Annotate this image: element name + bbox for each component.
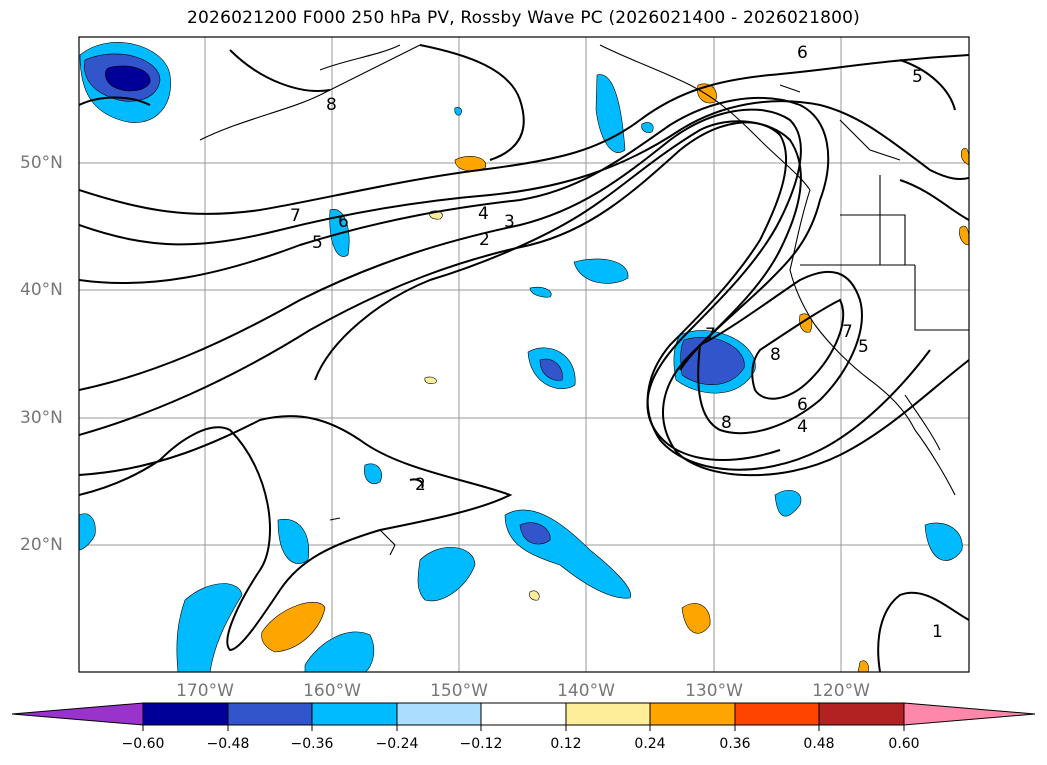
contour-label: 8 bbox=[326, 95, 337, 115]
contour-label: 7 bbox=[290, 206, 301, 226]
lon-label-150w: 150°W bbox=[430, 681, 488, 701]
colorbar-segment bbox=[227, 702, 313, 726]
colorbar-tick-label: −0.12 bbox=[459, 736, 503, 752]
contour-label: 4 bbox=[478, 204, 489, 224]
colorbar-min-extension bbox=[11, 702, 144, 726]
colorbar-tick-label: −0.60 bbox=[121, 736, 165, 752]
colorbar-ticks bbox=[142, 725, 905, 731]
colorbar-tick-label: 0.60 bbox=[888, 736, 920, 752]
colorbar-segment bbox=[734, 702, 820, 726]
contour-label: 5 bbox=[912, 67, 923, 87]
contour-label: 6 bbox=[797, 43, 808, 63]
lon-label-170w: 170°W bbox=[176, 681, 234, 701]
colorbar-segment bbox=[142, 702, 229, 726]
coastlines bbox=[199, 44, 969, 556]
colorbar-tick-label: −0.24 bbox=[375, 736, 419, 752]
colorbar-max-extension bbox=[903, 702, 1036, 726]
contour-label: 7 bbox=[705, 325, 716, 345]
map-frame bbox=[78, 36, 970, 673]
contour-label: 2 bbox=[479, 230, 490, 250]
contour-label: 5 bbox=[858, 337, 869, 357]
contour-label: 8 bbox=[770, 345, 781, 365]
lon-label-130w: 130°W bbox=[685, 681, 743, 701]
colorbar-segment bbox=[565, 702, 651, 726]
contour-label: 6 bbox=[797, 395, 808, 415]
contour-label: 3 bbox=[504, 212, 515, 232]
colorbar-tick-label: −0.36 bbox=[290, 736, 334, 752]
contour-label: 8 bbox=[721, 413, 732, 433]
colorbar-tick-label: 0.36 bbox=[719, 736, 751, 752]
colorbar-tick-label: 0.48 bbox=[803, 736, 835, 752]
colorbar-segment bbox=[311, 702, 398, 726]
lat-label-20n: 20°N bbox=[20, 535, 63, 555]
colorbar-tick-label: −0.48 bbox=[206, 736, 250, 752]
contour-label-group: 6 5 8 7 6 5 4 3 2 8 7 5 6 4 8 2 1 7 bbox=[290, 43, 943, 642]
colorbar-tick-label: 0.24 bbox=[634, 736, 666, 752]
map-title: 2026021200 F000 250 hPa PV, Rossby Wave … bbox=[187, 8, 860, 28]
colorbar-segment bbox=[480, 702, 567, 726]
colorbar-segment bbox=[396, 702, 482, 726]
contour-label: 6 bbox=[338, 212, 349, 232]
lat-label-50n: 50°N bbox=[20, 153, 63, 173]
lat-label-40n: 40°N bbox=[20, 280, 63, 300]
colorbar-tick-label: 0.12 bbox=[550, 736, 582, 752]
negative-anomaly-shading bbox=[79, 42, 963, 672]
colorbar bbox=[11, 702, 1036, 731]
grid-lines bbox=[79, 37, 969, 672]
lon-label-160w: 160°W bbox=[303, 681, 361, 701]
contour-label: 7 bbox=[842, 322, 853, 342]
contour-label: 2 bbox=[415, 475, 426, 495]
contour-label: 5 bbox=[312, 233, 323, 253]
lat-label-30n: 30°N bbox=[20, 408, 63, 428]
pv-contours bbox=[79, 44, 969, 672]
lon-label-140w: 140°W bbox=[557, 681, 615, 701]
lon-label-120w: 120°W bbox=[812, 681, 870, 701]
contour-label: 1 bbox=[932, 622, 943, 642]
contour-label: 4 bbox=[797, 417, 808, 437]
colorbar-segment bbox=[649, 702, 736, 726]
colorbar-segment bbox=[818, 702, 905, 726]
